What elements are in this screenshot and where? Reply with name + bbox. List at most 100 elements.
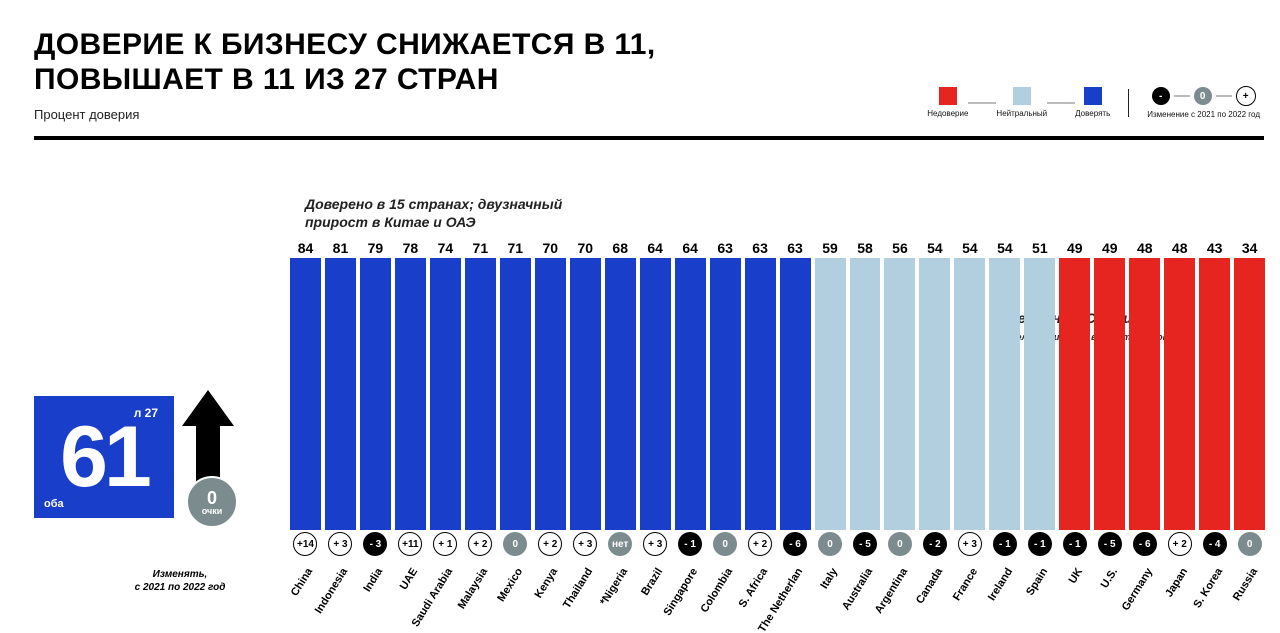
change-cell: + 2 [535, 532, 566, 556]
bar-label-cell: Japan [1164, 560, 1195, 620]
bar-col: 84 [290, 240, 321, 530]
bar-col: 63 [780, 240, 811, 530]
labels-row: ChinaIndonesiaIndiaUAESaudi ArabiaMalays… [290, 560, 1265, 620]
bar-value: 49 [1102, 240, 1118, 256]
page: ДОВЕРИЕ К БИЗНЕСУ СНИЖАЕТСЯ В 11, ПОВЫША… [0, 0, 1280, 633]
bar-value: 56 [892, 240, 908, 256]
title-line2: ПОВЫШАЕТ В 11 ИЗ 27 СТРАН [34, 63, 499, 96]
bar [780, 258, 811, 530]
change-circle: 0 [818, 532, 842, 556]
bar-label: France [951, 566, 980, 603]
change-cell: - 1 [1024, 532, 1055, 556]
change-circle: + 3 [573, 532, 597, 556]
bar-col: 49 [1094, 240, 1125, 530]
change-cell: - 5 [1094, 532, 1125, 556]
bar-value: 63 [787, 240, 803, 256]
global-value: 61 [60, 414, 148, 500]
global-change-label-1: Изменять, [153, 569, 208, 580]
change-cell: - 6 [1129, 532, 1160, 556]
bar [675, 258, 706, 530]
legend-neutral-label: Нейтральный [996, 109, 1047, 118]
change-circle: - 1 [1063, 532, 1087, 556]
bar-value: 48 [1172, 240, 1188, 256]
bar-label: *Nigeria [598, 566, 630, 608]
bar-value: 71 [508, 240, 524, 256]
bar [954, 258, 985, 530]
minus-icon: - [1152, 87, 1170, 105]
bar [500, 258, 531, 530]
swatch-distrust [939, 87, 957, 105]
change-circle: + 1 [433, 532, 457, 556]
bar [745, 258, 776, 530]
legend-change-icons: - 0 + [1152, 86, 1256, 106]
change-circle: + 3 [328, 532, 352, 556]
change-cell: +14 [290, 532, 321, 556]
bar-label: Malaysia [456, 566, 490, 611]
change-cell: - 1 [1059, 532, 1090, 556]
bar [395, 258, 426, 530]
bar-col: 70 [535, 240, 566, 530]
bar [640, 258, 671, 530]
bar-value: 34 [1242, 240, 1258, 256]
bar-label: Spain [1024, 566, 1050, 598]
bar-value: 58 [857, 240, 873, 256]
bar-label-cell: U.S. [1094, 560, 1125, 620]
bar [1059, 258, 1090, 530]
bar-col: 68 [605, 240, 636, 530]
bar-col: 63 [745, 240, 776, 530]
bar-col: 54 [989, 240, 1020, 530]
bars-container: 8481797874717170706864646363635958565454… [290, 240, 1265, 530]
change-cell: 0 [884, 532, 915, 556]
bar-label-cell: *Nigeria [605, 560, 636, 620]
change-circle: 0 [503, 532, 527, 556]
swatch-neutral [1013, 87, 1031, 105]
bar-label: UAE [398, 566, 420, 592]
bar [919, 258, 950, 530]
change-cell: + 2 [1164, 532, 1195, 556]
bar-col: 54 [919, 240, 950, 530]
bar-label-cell: Colombia [710, 560, 741, 620]
bar [1199, 258, 1230, 530]
zero-icon: 0 [1194, 87, 1212, 105]
change-cell: + 1 [430, 532, 461, 556]
bar-col: 54 [954, 240, 985, 530]
bar [465, 258, 496, 530]
bar [884, 258, 915, 530]
bar-col: 51 [1024, 240, 1055, 530]
arrow-change-circle: 0 очки [186, 476, 238, 528]
change-cell: + 3 [640, 532, 671, 556]
legend-trust-label: Доверять [1075, 109, 1110, 118]
bar-label-cell: UK [1059, 560, 1090, 620]
change-cell: - 2 [919, 532, 950, 556]
bar-label: U.S. [1098, 566, 1120, 591]
change-circle: - 6 [1133, 532, 1157, 556]
bar [430, 258, 461, 530]
bar-label: China [289, 566, 315, 598]
change-circle: - 5 [1098, 532, 1122, 556]
legend-connector-1 [968, 102, 996, 104]
change-cell: +11 [395, 532, 426, 556]
bar-value: 64 [682, 240, 698, 256]
bar-label-cell: Canada [919, 560, 950, 620]
change-circle: + 2 [1168, 532, 1192, 556]
change-circle: - 5 [853, 532, 877, 556]
bar [1129, 258, 1160, 530]
bar-label-cell: France [954, 560, 985, 620]
bar [1164, 258, 1195, 530]
change-cell: - 3 [360, 532, 391, 556]
bar [1024, 258, 1055, 530]
bar-label: Brazil [639, 566, 665, 598]
bar [1234, 258, 1265, 530]
bar-col: 34 [1234, 240, 1265, 530]
bar-col: 48 [1129, 240, 1160, 530]
bar-label: Ireland [986, 566, 1015, 603]
bar-col: 70 [570, 240, 601, 530]
legend: Недоверие Нейтральный Доверять - 0 [927, 86, 1260, 119]
change-cell: + 2 [745, 532, 776, 556]
bar-value: 74 [438, 240, 454, 256]
plus-icon: + [1236, 86, 1256, 106]
bar-label: Italy [818, 566, 840, 591]
change-circle: - 1 [993, 532, 1017, 556]
bar-col: 78 [395, 240, 426, 530]
change-circle: - 4 [1203, 532, 1227, 556]
